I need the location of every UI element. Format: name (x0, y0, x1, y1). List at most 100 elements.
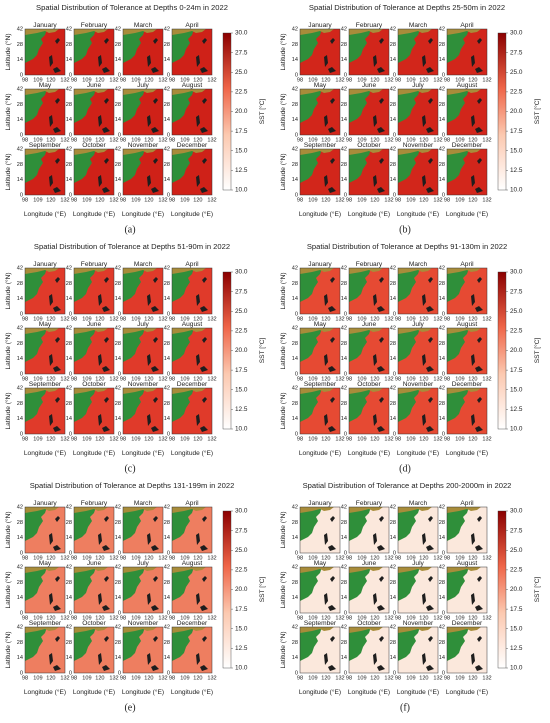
land-north (172, 29, 206, 35)
map (397, 28, 439, 76)
lat-tick-label: 0 (295, 610, 298, 616)
panel: Spatial Distribution of Tolerance at Dep… (279, 481, 541, 713)
land-north (25, 328, 59, 334)
map-frame (299, 327, 341, 375)
lon-tick-label: 98 (346, 675, 352, 681)
panel-caption: (c) (124, 463, 135, 474)
lon-tick-label: 109 (82, 316, 91, 322)
land-north (300, 268, 334, 274)
map (24, 267, 66, 315)
panel-caption: (e) (124, 702, 135, 713)
lat-tick-label: 0 (20, 72, 23, 78)
map (299, 626, 341, 674)
lat-tick-label: 0 (118, 371, 121, 377)
lon-tick-label: 109 (357, 675, 366, 681)
month-label: August (182, 560, 203, 567)
lat-tick-label: 0 (442, 72, 445, 78)
lon-tick-label: 120 (468, 137, 477, 143)
land-north (74, 89, 108, 95)
lon-tick-label: 98 (22, 137, 28, 143)
lat-tick-label: 14 (17, 117, 23, 123)
lon-tick-label: 120 (46, 436, 55, 442)
lat-tick-label: 28 (292, 580, 298, 586)
map (24, 88, 66, 136)
lon-tick-label: 120 (370, 675, 379, 681)
month-label: November (128, 381, 159, 388)
lon-tick-label: 98 (71, 675, 77, 681)
lon-tick-label: 132 (482, 376, 491, 382)
month-label: March (409, 261, 428, 268)
lat-tick-label: 0 (344, 670, 347, 676)
lon-tick-label: 120 (321, 197, 330, 203)
map-frame (397, 88, 439, 136)
lat-tick-label: 0 (167, 371, 170, 377)
lon-tick-label: 120 (468, 555, 477, 561)
land (74, 567, 96, 601)
panel: Spatial Distribution of Tolerance at Dep… (4, 242, 266, 474)
island (324, 397, 336, 432)
lon-tick-label: 109 (406, 77, 415, 83)
lon-tick-label: 98 (395, 675, 401, 681)
lat-tick-label: 14 (390, 655, 396, 661)
lat-tick-label: 14 (341, 57, 347, 63)
lon-tick-label: 98 (297, 615, 303, 621)
month-label: May (314, 82, 327, 89)
lat-tick-label: 28 (66, 520, 72, 526)
island (324, 38, 336, 73)
map (446, 28, 488, 76)
island (49, 38, 61, 73)
map-frame (24, 566, 66, 614)
map-frame (24, 148, 66, 196)
island (98, 158, 110, 193)
map (73, 387, 115, 435)
land-north (300, 328, 334, 334)
map-frame (348, 267, 390, 315)
land (349, 627, 371, 661)
land-north (447, 328, 481, 334)
colorbar-tick-label: 15.0 (510, 625, 523, 632)
land-north (447, 268, 481, 274)
lat-tick-label: 0 (118, 72, 121, 78)
map (446, 387, 488, 435)
lon-tick-label: 132 (335, 615, 344, 621)
map (446, 626, 488, 674)
lat-tick-label: 0 (20, 371, 23, 377)
island (147, 98, 159, 133)
map-frame (299, 148, 341, 196)
lat-tick-label: 0 (167, 132, 170, 138)
lat-tick-label: 0 (442, 311, 445, 317)
island (98, 337, 110, 372)
lat-tick-label: 28 (292, 42, 298, 48)
lon-tick-label: 109 (406, 197, 415, 203)
lat-tick-label: 42 (164, 265, 170, 271)
lon-tick-label: 98 (22, 615, 28, 621)
lat-tick-label: 42 (439, 624, 445, 630)
colorbar-tick-label: 10.0 (235, 665, 248, 672)
lat-tick-label: 42 (66, 265, 72, 271)
land-north (74, 388, 108, 394)
lat-tick-label: 14 (292, 117, 298, 123)
lat-tick-label: 28 (292, 401, 298, 407)
lat-tick-label: 14 (115, 117, 121, 123)
lon-tick-label: 109 (82, 137, 91, 143)
map-frame (397, 327, 439, 375)
lat-tick-label: 0 (118, 192, 121, 198)
panel-caption: (d) (399, 463, 411, 474)
lon-tick-label: 98 (297, 197, 303, 203)
lat-tick-label: 28 (17, 281, 23, 287)
map-frame (24, 327, 66, 375)
land (74, 89, 96, 123)
panel: Spatial Distribution of Tolerance at Dep… (279, 3, 541, 235)
lat-tick-label: 0 (442, 431, 445, 437)
lon-tick-label: 120 (193, 615, 202, 621)
lon-tick-label: 120 (95, 197, 104, 203)
colorbar-tick-label: 15.0 (510, 386, 523, 393)
month-label: June (87, 321, 102, 328)
lat-tick-label: 28 (341, 341, 347, 347)
map-frame (348, 28, 390, 76)
lon-tick-label: 98 (169, 615, 175, 621)
y-axis-label: Latitude (°N) (4, 511, 12, 548)
x-axis-label: Longitude (°E) (446, 688, 488, 696)
land-north (300, 29, 334, 35)
lat-tick-label: 0 (167, 72, 170, 78)
